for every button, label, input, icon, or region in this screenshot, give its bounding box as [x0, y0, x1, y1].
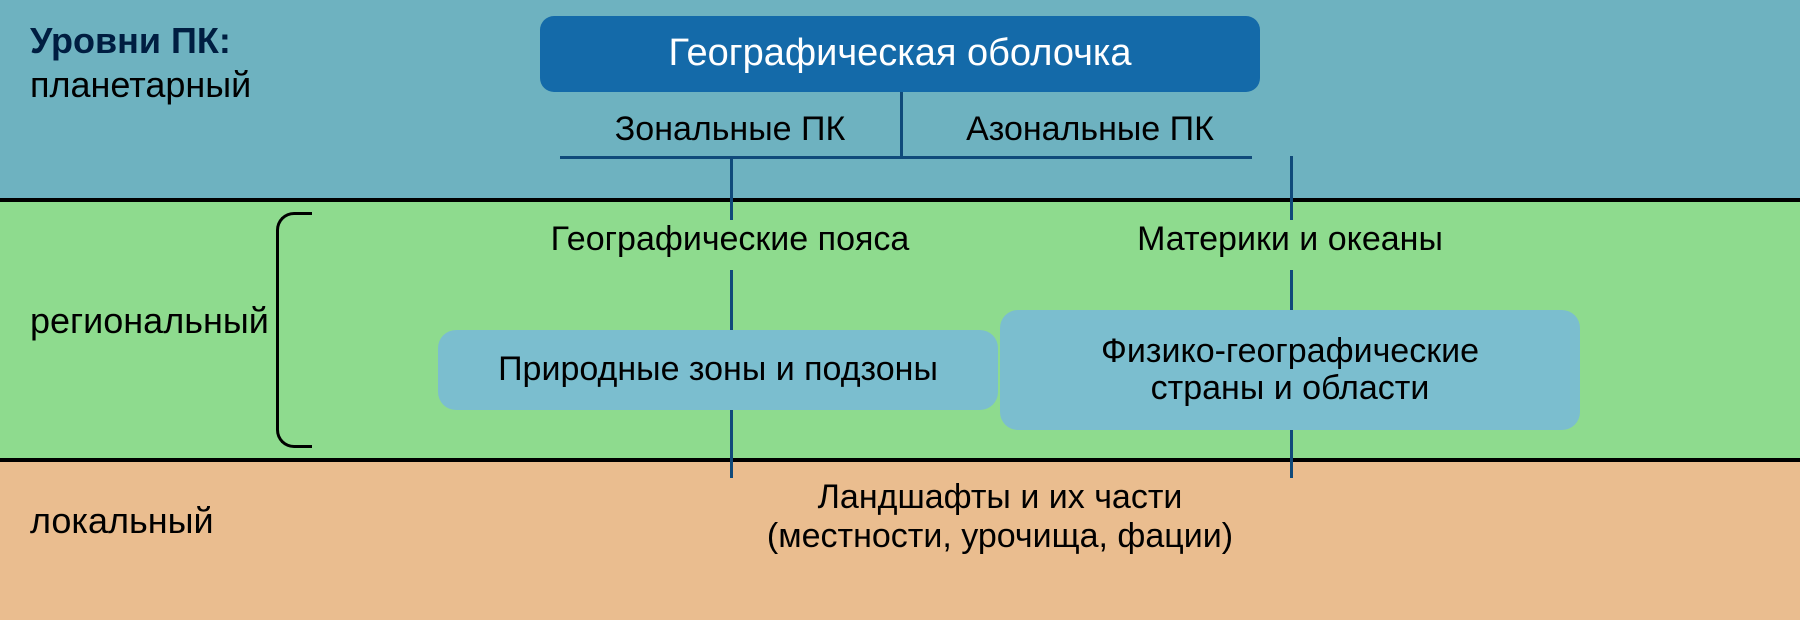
node-geo-belts: Географические пояса	[470, 220, 990, 259]
conn-right-1	[1290, 156, 1293, 220]
brace-bottom	[276, 330, 312, 448]
diagram-canvas: Уровни ПК:планетарный региональный локальн…	[0, 0, 1800, 620]
title-levels: Уровни ПК:	[30, 20, 231, 61]
node-phys-geo: Физико-географические страны и области	[1000, 310, 1580, 430]
node-natural-zones: Природные зоны и подзоны	[438, 330, 998, 410]
level-planetary: планетарный	[30, 64, 251, 105]
conn-hsplit	[560, 156, 1252, 159]
conn-left-2	[730, 270, 733, 330]
conn-left-1	[730, 156, 733, 220]
branch-azonal: Азональные ПК	[920, 110, 1260, 149]
level-local: локальный	[30, 500, 214, 541]
branch-zonal: Зональные ПК	[560, 110, 900, 149]
conn-branch-sep	[900, 100, 903, 156]
band-divider-0	[0, 198, 1800, 202]
band-divider-1	[0, 458, 1800, 462]
node-continents: Материки и океаны	[1030, 220, 1550, 259]
level-regional: региональный	[30, 300, 269, 341]
node-landscapes-line2: (местности, урочища, фации)	[550, 517, 1450, 556]
conn-left-3	[730, 410, 733, 478]
node-root: Географическая оболочка	[540, 16, 1260, 92]
brace-top	[276, 212, 312, 330]
conn-right-2	[1290, 270, 1293, 310]
node-landscapes-line1: Ландшафты и их части	[550, 478, 1450, 517]
node-landscapes: Ландшафты и их части(местности, урочища,…	[550, 478, 1450, 556]
conn-right-3	[1290, 430, 1293, 478]
